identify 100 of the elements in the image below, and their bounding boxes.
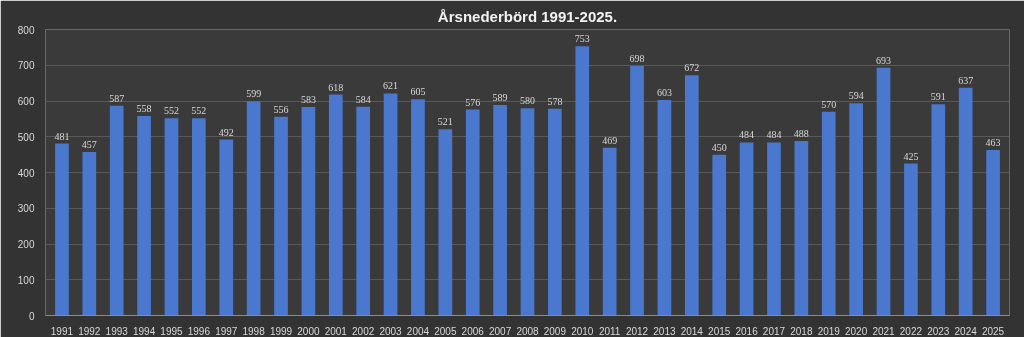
x-tick-label: 2006 bbox=[461, 325, 485, 337]
data-label: 469 bbox=[602, 134, 618, 146]
bar bbox=[82, 152, 97, 316]
data-label: 621 bbox=[383, 80, 399, 92]
x-tick-label: 1996 bbox=[187, 325, 211, 337]
bar bbox=[849, 103, 863, 316]
x-tick-label: 2012 bbox=[625, 325, 649, 337]
bar bbox=[876, 67, 891, 316]
data-label: 693 bbox=[876, 54, 892, 66]
data-label: 603 bbox=[656, 86, 672, 98]
data-label: 450 bbox=[711, 141, 727, 153]
bar bbox=[630, 65, 644, 316]
x-tick-label: 1994 bbox=[132, 325, 156, 337]
data-label: 488 bbox=[793, 128, 809, 140]
x-tick-label: 2001 bbox=[324, 325, 348, 337]
data-label: 576 bbox=[465, 96, 481, 108]
bar bbox=[712, 154, 727, 316]
bar bbox=[821, 111, 836, 316]
bar bbox=[356, 106, 371, 316]
data-label: 637 bbox=[958, 74, 974, 86]
bar bbox=[931, 104, 946, 316]
x-tick-label: 1991 bbox=[50, 325, 74, 337]
data-label: 463 bbox=[985, 136, 1001, 148]
data-label: 552 bbox=[163, 105, 179, 117]
y-tick-label: 300 bbox=[17, 203, 35, 215]
y-tick-label: 500 bbox=[17, 131, 35, 143]
data-label: 481 bbox=[54, 130, 70, 142]
x-tick-label: 1998 bbox=[242, 325, 266, 337]
x-tick-label: 2009 bbox=[543, 325, 567, 337]
y-tick-label: 200 bbox=[17, 239, 35, 250]
x-tick-label: 2024 bbox=[954, 325, 978, 337]
bar bbox=[274, 116, 288, 316]
bar bbox=[657, 99, 672, 316]
x-tick-label: 2003 bbox=[379, 325, 403, 337]
bar bbox=[602, 147, 617, 316]
bar bbox=[575, 46, 590, 316]
data-label: 672 bbox=[684, 62, 700, 74]
bar bbox=[246, 101, 261, 316]
data-label: 584 bbox=[355, 93, 371, 105]
bar bbox=[794, 141, 809, 316]
bar bbox=[904, 163, 918, 316]
x-tick-label: 2015 bbox=[708, 325, 731, 337]
x-tick-label: 2021 bbox=[872, 325, 896, 337]
data-label: 570 bbox=[821, 98, 837, 110]
data-label: 583 bbox=[300, 94, 316, 106]
data-label: 698 bbox=[629, 52, 645, 64]
x-tick-label: 2004 bbox=[406, 325, 430, 337]
data-label: 589 bbox=[492, 91, 508, 103]
data-label: 558 bbox=[136, 103, 152, 115]
x-tick-label: 2023 bbox=[927, 325, 950, 337]
x-tick-label: 1992 bbox=[78, 325, 101, 337]
bar bbox=[219, 139, 234, 316]
bar bbox=[548, 108, 562, 316]
y-tick-label: 600 bbox=[17, 96, 35, 107]
data-label: 484 bbox=[766, 129, 782, 141]
bar bbox=[986, 149, 1000, 316]
bar bbox=[493, 104, 507, 316]
bar bbox=[438, 129, 453, 316]
bar bbox=[383, 93, 398, 316]
x-tick-label: 2007 bbox=[488, 325, 512, 337]
data-label: 578 bbox=[547, 95, 563, 107]
data-label: 457 bbox=[81, 139, 97, 151]
x-tick-label: 2014 bbox=[680, 325, 704, 337]
data-label: 594 bbox=[848, 90, 864, 102]
bar bbox=[301, 107, 316, 316]
chart-title: Årsnederbörd 1991-2025. bbox=[437, 7, 618, 25]
x-tick-label: 2017 bbox=[762, 325, 786, 337]
data-label: 425 bbox=[903, 150, 919, 162]
data-label: 521 bbox=[437, 116, 453, 128]
x-tick-label: 2013 bbox=[653, 325, 676, 337]
x-tick-label: 2025 bbox=[981, 325, 1005, 337]
x-tick-label: 2010 bbox=[571, 325, 594, 337]
data-label: 587 bbox=[109, 92, 125, 104]
bar bbox=[137, 116, 151, 316]
data-label: 556 bbox=[273, 103, 289, 115]
data-label: 484 bbox=[739, 129, 755, 141]
bar bbox=[465, 109, 480, 316]
y-tick-label: 100 bbox=[17, 274, 35, 286]
x-tick-label: 2020 bbox=[845, 325, 868, 337]
x-tick-label: 1999 bbox=[269, 325, 293, 337]
data-label: 591 bbox=[930, 91, 946, 103]
x-tick-label: 2016 bbox=[735, 325, 759, 337]
x-tick-label: 1995 bbox=[160, 325, 184, 337]
x-tick-label: 2008 bbox=[516, 325, 540, 337]
x-tick-label: 1997 bbox=[215, 325, 238, 337]
bar bbox=[767, 142, 781, 316]
bar bbox=[55, 143, 69, 316]
y-tick-label: 0 bbox=[28, 310, 35, 322]
y-tick-label: 800 bbox=[17, 24, 35, 36]
data-label: 552 bbox=[191, 105, 207, 117]
bar bbox=[520, 108, 535, 316]
y-tick-label: 400 bbox=[17, 167, 35, 179]
x-tick-label: 1993 bbox=[105, 325, 129, 337]
data-label: 605 bbox=[410, 86, 426, 98]
data-label: 492 bbox=[218, 126, 234, 138]
data-label: 580 bbox=[520, 95, 535, 107]
data-label: 753 bbox=[574, 33, 590, 45]
y-tick-label: 700 bbox=[17, 60, 35, 72]
x-tick-label: 2005 bbox=[434, 325, 457, 337]
bar bbox=[411, 99, 425, 316]
